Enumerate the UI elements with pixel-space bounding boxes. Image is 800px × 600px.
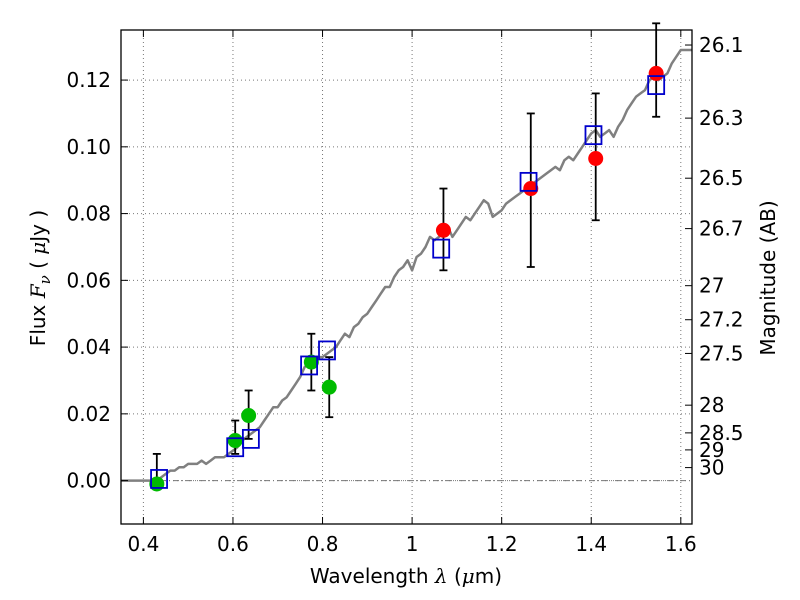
- model-point-square: [432, 238, 451, 259]
- y-tick-label: 0.06: [66, 268, 111, 292]
- x-tick-label: 1.2: [486, 532, 518, 556]
- y2-tick-label: 27.5: [699, 341, 744, 365]
- y2-tick-label: 27: [699, 274, 724, 298]
- x-tick-label: 0.6: [217, 532, 249, 556]
- model-point-square: [300, 355, 318, 376]
- y2-tick-label: 26.1: [699, 33, 744, 57]
- data-point-green: [241, 408, 257, 424]
- y2-tick-label: 26.3: [699, 106, 744, 130]
- grid-layer: [121, 30, 692, 524]
- data-point-red: [435, 222, 451, 238]
- y2-tick-label: 29: [699, 438, 724, 462]
- x-tick-label: 1.4: [575, 532, 607, 556]
- model-point-square: [584, 125, 603, 146]
- x-tick-label: 1: [406, 532, 419, 556]
- data-point-green: [303, 354, 319, 370]
- model-spectrum-line: [121, 48, 692, 482]
- y2-tick-label: 28.5: [699, 421, 744, 445]
- y2-tick-label: 28: [699, 393, 724, 417]
- y-tick-label: 0.10: [66, 135, 111, 159]
- y2-tick-label: 27.2: [699, 308, 744, 332]
- model-point-square: [150, 469, 168, 489]
- data-point-green: [227, 433, 243, 449]
- plot-frame: [120, 29, 693, 525]
- y-axis-label: Flux Fν ( μJy ): [26, 210, 54, 346]
- data-point-red: [523, 181, 539, 197]
- y2-tick-label: 30: [699, 456, 724, 480]
- y-tick-label: 0.12: [66, 68, 111, 92]
- x-axis-label: Wavelength λ (μm): [310, 564, 502, 588]
- tick-layer: 0.4 0.6 0.8 1 1.2 1.4 1.6 0.00 0.02 0.04 0.06 0.08 0…: [66, 30, 744, 556]
- data-point-red: [588, 151, 604, 167]
- y2-tick-label: 26.5: [699, 166, 744, 190]
- x-tick-label: 0.4: [127, 532, 159, 556]
- y2-axis-label: Magnitude (AB): [756, 200, 780, 355]
- model-point-square: [241, 428, 260, 449]
- model-point-square: [318, 340, 336, 361]
- y-tick-label: 0.04: [66, 335, 111, 359]
- y-tick-label: 0.02: [66, 402, 111, 426]
- data-point-green: [321, 379, 337, 395]
- data-point-red: [648, 65, 664, 81]
- y-tick-label: 0.00: [66, 469, 111, 493]
- x-tick-label: 0.8: [307, 532, 339, 556]
- x-tick-label: 1.6: [665, 532, 697, 556]
- plot-layer: [121, 22, 692, 492]
- model-point-square: [647, 75, 666, 95]
- model-point-square: [519, 171, 538, 192]
- y-tick-label: 0.08: [66, 202, 111, 226]
- y2-tick-label: 26.7: [699, 217, 744, 241]
